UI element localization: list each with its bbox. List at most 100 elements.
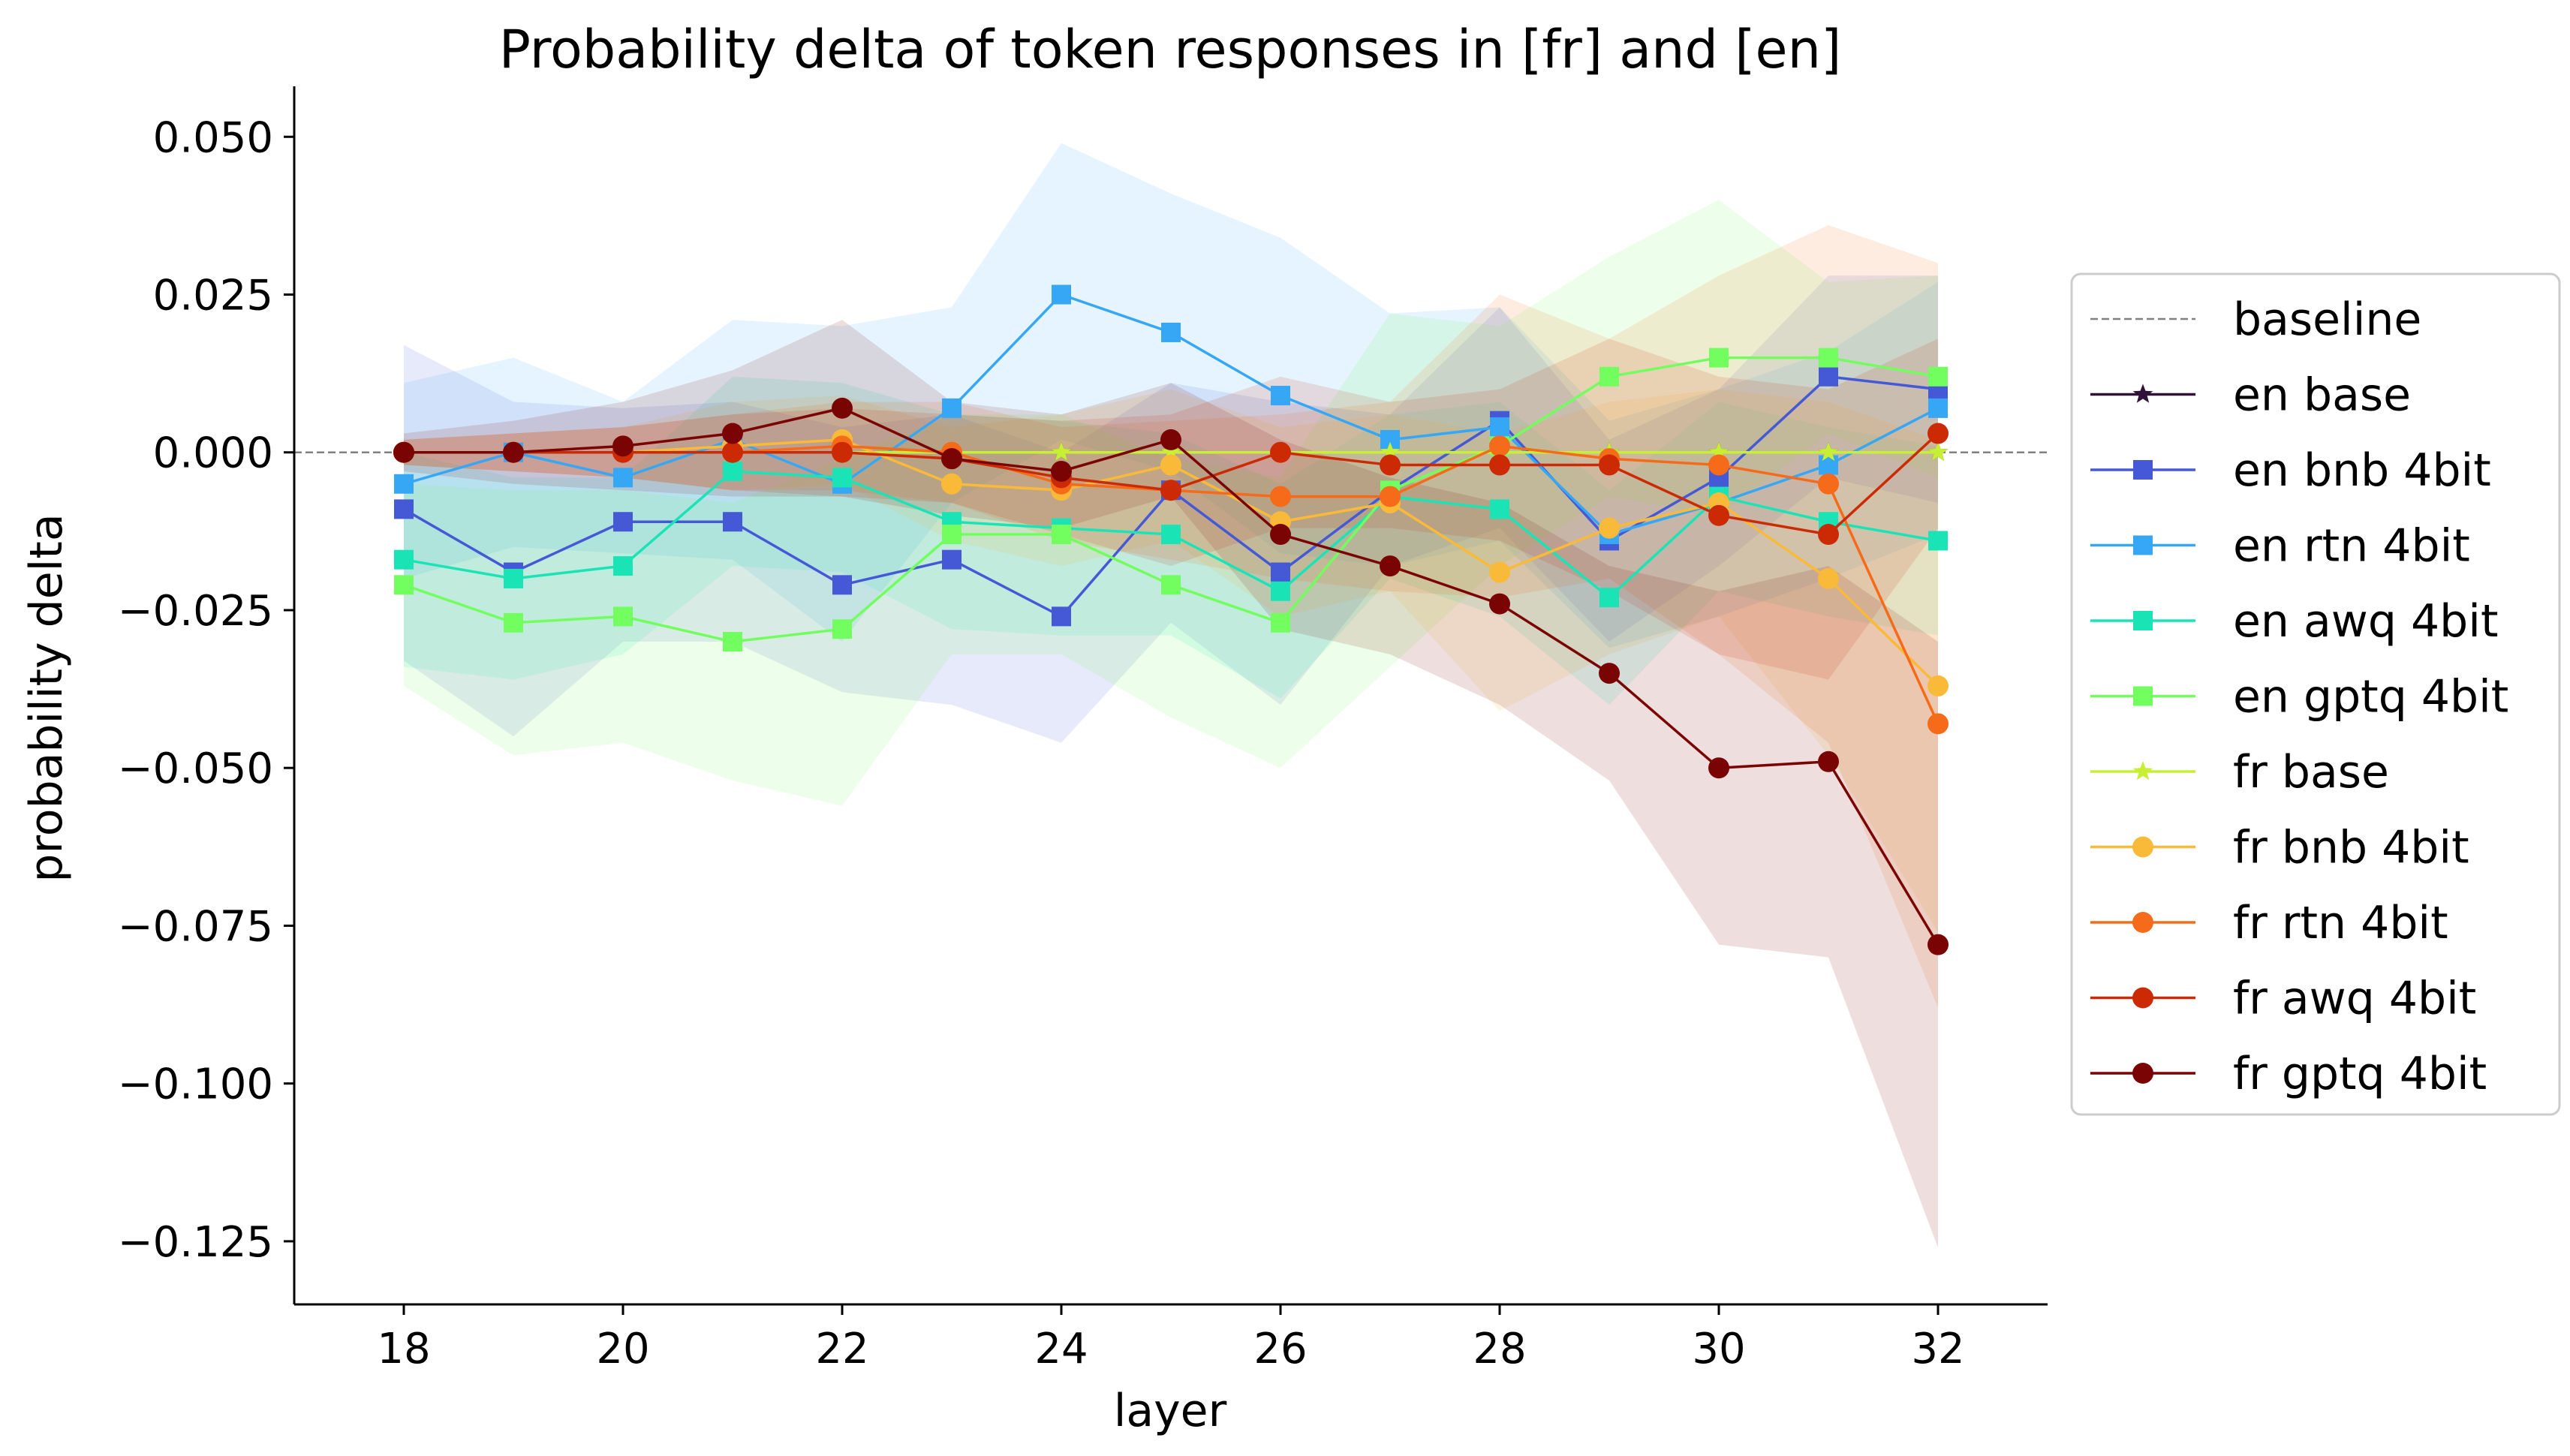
data-point: [1599, 366, 1619, 387]
legend-marker: [2132, 1063, 2153, 1084]
data-point: [1819, 347, 1838, 368]
data-point: [393, 441, 414, 463]
y-tick-label: −0.100: [118, 1060, 273, 1109]
data-point: [1271, 562, 1290, 582]
legend-item-fr-gptq-4bit: fr gptq 4bit: [2090, 1048, 2487, 1100]
data-point: [1928, 366, 1948, 387]
legend-label: en rtn 4bit: [2233, 520, 2470, 573]
legend-item-en-gptq-4bit: en gptq 4bit: [2090, 671, 2508, 723]
data-point: [1052, 284, 1071, 305]
data-point: [1928, 441, 1949, 462]
x-tick-label: 20: [596, 1325, 649, 1373]
data-point: [1489, 454, 1510, 476]
data-point: [832, 397, 853, 419]
legend-marker: [2132, 987, 2153, 1009]
data-point: [832, 468, 852, 488]
series-fr-gptq-4bit: [393, 397, 1949, 955]
band-en-gptq-4bit: [404, 200, 1938, 806]
data-point: [1709, 347, 1729, 368]
y-axis-label: probability delta: [20, 513, 73, 882]
legend-label: fr rtn 4bit: [2233, 897, 2448, 949]
data-point: [612, 435, 633, 457]
data-point: [1818, 441, 1839, 462]
data-point: [1271, 612, 1290, 633]
x-tick-label: 22: [815, 1325, 868, 1373]
x-tick-label: 26: [1253, 1325, 1307, 1373]
data-point: [1051, 441, 1072, 462]
data-point: [613, 556, 633, 576]
data-point: [832, 619, 852, 639]
data-point: [1928, 713, 1949, 735]
data-point: [1490, 499, 1509, 519]
data-point: [1818, 473, 1839, 495]
data-point: [723, 632, 742, 652]
legend-marker: [2132, 836, 2153, 858]
data-point: [1051, 460, 1072, 482]
data-point: [1708, 441, 1729, 462]
data-point: [1599, 517, 1620, 539]
data-point: [613, 606, 633, 627]
y-tick-label: −0.075: [118, 902, 273, 951]
data-point: [1928, 934, 1949, 955]
legend-label: fr base: [2233, 746, 2389, 799]
legend-label: en awq 4bit: [2233, 595, 2498, 648]
legend-item-fr-base: fr base: [2090, 746, 2389, 799]
legend-item-fr-rtn-4bit: fr rtn 4bit: [2090, 897, 2448, 949]
legend-label: baseline: [2233, 293, 2421, 346]
y-tick-label: −0.050: [118, 745, 273, 793]
legend-item-en-rtn-4bit: en rtn 4bit: [2090, 520, 2470, 573]
data-point: [613, 468, 633, 488]
legend-label: fr awq 4bit: [2233, 973, 2476, 1025]
legend-marker: [2133, 535, 2153, 555]
y-tick-label: 0.050: [153, 113, 273, 162]
data-point: [1818, 567, 1839, 589]
legend: baseline en base en bnb 4bit en rtn 4bit en …: [2070, 272, 2561, 1116]
data-point: [1928, 675, 1949, 696]
y-tick-label: 0.025: [153, 272, 273, 320]
legend-item-en-base: en base: [2090, 369, 2411, 422]
tick-marks: 18 20 22 24 26 28 30 32 0.050 0.025 0.000 −0.025 −0.…: [118, 113, 1965, 1373]
data-point: [832, 441, 853, 463]
data-point: [1052, 525, 1071, 545]
x-tick-label: 32: [1911, 1325, 1964, 1373]
data-point: [1599, 454, 1620, 476]
legend-label: en base: [2233, 369, 2411, 422]
data-point: [722, 441, 743, 463]
data-point: [394, 499, 414, 519]
data-point: [1161, 575, 1181, 595]
data-point: [1270, 524, 1291, 546]
data-point: [1708, 454, 1729, 476]
legend-marker: [2132, 912, 2153, 933]
y-tick-label: −0.025: [118, 587, 273, 636]
data-point: [1270, 441, 1291, 463]
data-point: [1160, 454, 1181, 476]
x-axis-label: layer: [1114, 1385, 1227, 1437]
data-point: [1708, 504, 1729, 526]
data-point: [1928, 531, 1948, 551]
confidence-bands: [404, 143, 1938, 1248]
data-point: [1160, 429, 1181, 450]
data-point: [1380, 441, 1401, 462]
data-point: [942, 525, 961, 545]
data-point: [1490, 417, 1509, 438]
data-point: [394, 549, 414, 570]
data-point: [1270, 486, 1291, 507]
band-fr-awq-4bit: [404, 338, 1938, 680]
axes: [293, 86, 2048, 1306]
data-point: [942, 549, 961, 570]
data-point: [1380, 454, 1401, 476]
legend-item-fr-bnb-4bit: fr bnb 4bit: [2090, 822, 2469, 874]
y-tick-label: −0.125: [118, 1218, 273, 1267]
data-point: [942, 398, 961, 418]
legend-label: fr bnb 4bit: [2233, 822, 2469, 874]
legend-marker: [2133, 460, 2153, 480]
x-tick-label: 28: [1473, 1325, 1526, 1373]
data-point: [723, 461, 742, 481]
chart-title: Probability delta of token responses in …: [499, 19, 1842, 80]
data-point: [1819, 455, 1838, 475]
data-point: [1708, 757, 1729, 779]
data-point: [941, 448, 962, 470]
data-point: [1271, 581, 1290, 601]
data-point: [1052, 606, 1071, 627]
